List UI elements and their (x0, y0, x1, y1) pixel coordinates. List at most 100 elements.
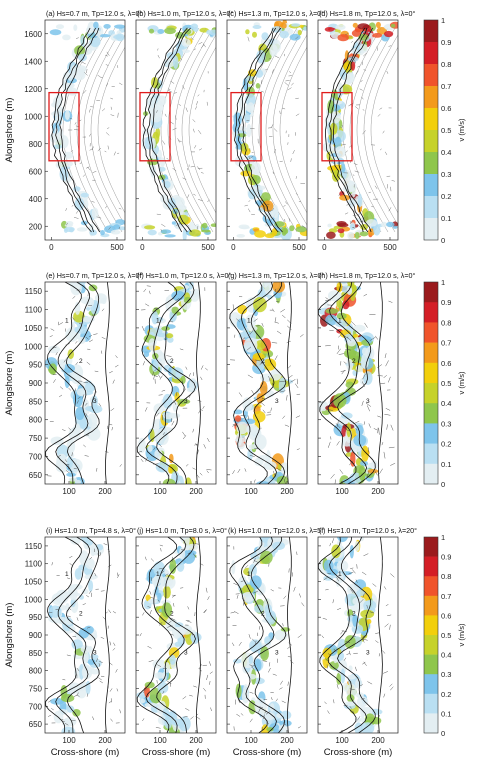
velocity-arrow (384, 623, 389, 628)
colorbar-tick-label: 0.6 (441, 104, 451, 113)
velocity-arrow (118, 207, 122, 210)
velocity-patch (252, 25, 262, 29)
panel-plot-area: 1 2 3 (227, 537, 307, 733)
y-tick-label: 650 (29, 471, 43, 480)
velocity-patch (163, 662, 171, 673)
velocity-patch (73, 24, 78, 32)
velocity-arrow (207, 437, 210, 443)
velocity-patch (289, 225, 295, 232)
velocity-arrow (362, 638, 368, 641)
panel-frame (226, 19, 308, 241)
velocity-arrow (341, 630, 347, 632)
velocity-patch (88, 580, 94, 592)
velocity-arrow (272, 673, 277, 676)
velocity-arrow (388, 446, 395, 449)
velocity-patch (71, 639, 83, 650)
velocity-arrow (70, 437, 74, 440)
velocity-arrow (117, 572, 119, 577)
velocity-patch (86, 306, 91, 311)
velocity-patch (356, 696, 369, 708)
velocity-patch (74, 479, 81, 484)
velocity-arrow (105, 54, 108, 57)
velocity-arrow (199, 472, 203, 476)
velocity-patch (157, 29, 165, 34)
velocity-arrow (355, 666, 357, 672)
velocity-arrow (73, 129, 79, 131)
velocity-arrow (190, 166, 195, 168)
velocity-patch (254, 457, 264, 467)
colorbar-label: v (m/s) (457, 371, 466, 394)
velocity-arrow (268, 57, 272, 60)
colorbar-tick-label: 1 (441, 16, 445, 25)
depth-contour (250, 282, 287, 484)
velocity-arrow (107, 548, 110, 552)
velocity-arrow (102, 616, 106, 620)
velocity-patch (347, 338, 356, 347)
velocity-arrow (383, 693, 386, 698)
velocity-arrow (76, 400, 79, 404)
panel-1-3: 1 2 3 (h) Hs=1.8 m, Tp=12.0 s, λ=0° 100 200 (317, 271, 416, 496)
velocity-arrow (96, 658, 98, 662)
panel-0-0: (a) Hs=0.7 m, Tp=12.0 s, λ=0° 0 500 1600 140… (24, 9, 142, 252)
panel-title: (a) Hs=0.7 m, Tp=12.0 s, λ=0° (46, 9, 143, 18)
velocity-patch (266, 282, 273, 285)
velocity-arrow (350, 589, 354, 594)
velocity-patch (89, 229, 97, 236)
velocity-arrow (237, 468, 241, 473)
velocity-patch (72, 709, 81, 717)
velocity-arrow (299, 334, 304, 338)
velocity-arrow (65, 470, 70, 474)
velocity-arrow (181, 549, 185, 551)
velocity-arrow (164, 113, 167, 117)
velocity-arrow (105, 451, 109, 453)
velocity-patch (190, 288, 201, 298)
contour-label: 1 (65, 317, 69, 324)
velocity-arrow (200, 376, 203, 381)
velocity-arrow (341, 370, 345, 375)
velocity-patch (254, 659, 262, 672)
velocity-patch (336, 560, 349, 572)
y-tick-label: 1150 (25, 542, 43, 551)
contour-label: 1 (338, 571, 342, 578)
velocity-arrow (158, 622, 163, 626)
velocity-patch (255, 83, 261, 89)
velocity-patch (180, 375, 186, 384)
contour-label: 3 (93, 650, 97, 657)
x-tick-label: 500 (383, 243, 397, 252)
velocity-arrow (106, 83, 108, 87)
velocity-arrow (386, 424, 388, 430)
velocity-patch (366, 336, 373, 344)
velocity-patch (361, 445, 369, 462)
velocity-arrow (108, 226, 111, 230)
velocity-arrow (325, 658, 329, 662)
velocity-patch (341, 412, 353, 420)
x-tick-label: 200 (98, 736, 112, 745)
velocity-arrow (384, 586, 387, 590)
velocity-arrow (156, 70, 160, 75)
velocity-arrow (353, 163, 358, 165)
velocity-arrow (362, 373, 366, 380)
velocity-patch (341, 163, 346, 173)
velocity-patch (55, 589, 69, 604)
velocity-arrow (198, 199, 203, 202)
velocity-patch (386, 221, 395, 228)
colorbar-swatch (424, 615, 438, 636)
colorbar-swatch (424, 362, 438, 384)
velocity-arrow (78, 323, 82, 325)
velocity-arrow (352, 425, 358, 431)
velocity-patch (177, 626, 186, 636)
velocity-arrow (336, 576, 339, 582)
velocity-arrow (330, 473, 335, 479)
velocity-arrow (297, 634, 302, 638)
velocity-arrow (193, 48, 196, 51)
velocity-arrow (63, 359, 66, 363)
velocity-arrow (236, 594, 239, 599)
x-axis-label: Cross-shore (m) (142, 747, 211, 757)
velocity-patch (171, 306, 179, 314)
velocity-arrow (290, 158, 292, 162)
velocity-patch (155, 461, 170, 473)
velocity-patch (357, 23, 370, 30)
velocity-arrow (88, 339, 93, 343)
velocity-arrow (383, 451, 386, 459)
velocity-arrow (283, 595, 287, 599)
